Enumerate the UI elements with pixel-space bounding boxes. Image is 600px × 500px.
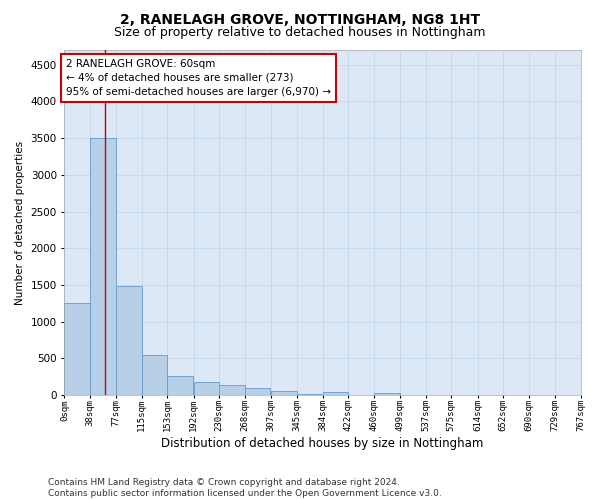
Bar — [374, 393, 400, 395]
Text: Contains HM Land Registry data © Crown copyright and database right 2024.
Contai: Contains HM Land Registry data © Crown c… — [48, 478, 442, 498]
Bar — [245, 388, 271, 395]
Bar — [296, 394, 322, 395]
Bar — [194, 382, 219, 395]
X-axis label: Distribution of detached houses by size in Nottingham: Distribution of detached houses by size … — [161, 437, 484, 450]
Bar — [142, 354, 167, 395]
Bar — [90, 138, 116, 395]
Text: 2 RANELAGH GROVE: 60sqm
← 4% of detached houses are smaller (273)
95% of semi-de: 2 RANELAGH GROVE: 60sqm ← 4% of detached… — [66, 59, 331, 97]
Text: 2, RANELAGH GROVE, NOTTINGHAM, NG8 1HT: 2, RANELAGH GROVE, NOTTINGHAM, NG8 1HT — [120, 12, 480, 26]
Text: Size of property relative to detached houses in Nottingham: Size of property relative to detached ho… — [114, 26, 486, 39]
Bar — [167, 376, 193, 395]
Y-axis label: Number of detached properties: Number of detached properties — [15, 140, 25, 304]
Bar — [323, 392, 349, 395]
Bar — [64, 304, 90, 395]
Bar — [271, 391, 296, 395]
Bar — [116, 286, 142, 395]
Bar — [219, 385, 245, 395]
